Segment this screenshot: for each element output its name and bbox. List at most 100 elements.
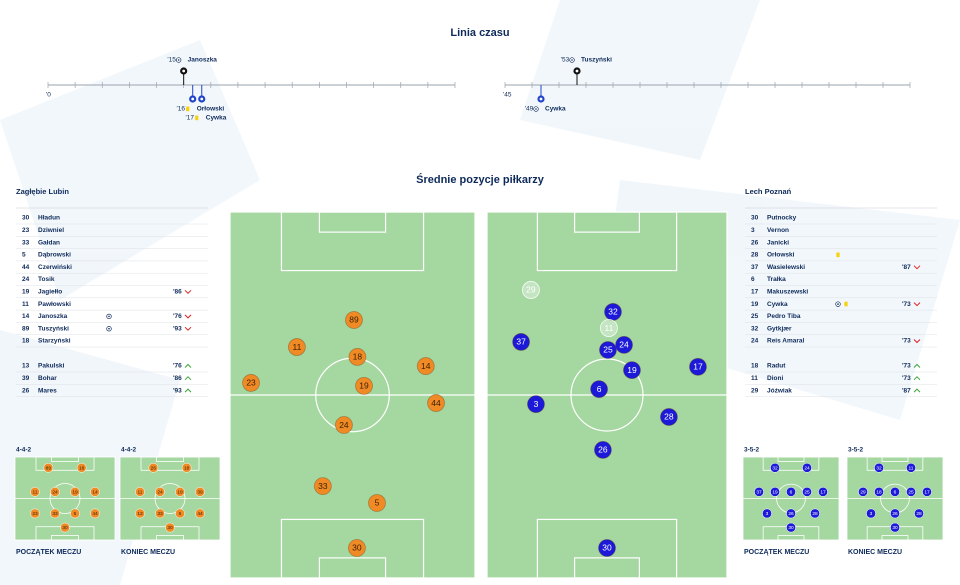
event-player: Cywka — [206, 115, 227, 122]
player-marker-number: 30 — [352, 543, 362, 553]
player-marker-number: 11 — [292, 342, 301, 352]
formation-player-number: 11 — [138, 489, 143, 495]
player-number: 26 — [22, 387, 30, 394]
formation-player — [181, 462, 192, 473]
formation-player — [914, 508, 924, 519]
formation-player-number: 5 — [74, 511, 77, 517]
timeline-title: Linia czasu — [450, 27, 509, 39]
formation-player — [818, 487, 828, 497]
formation-player-number: 6 — [790, 489, 793, 495]
formation-player — [890, 487, 900, 497]
formation-player — [50, 487, 60, 497]
pitch-box — [51, 456, 79, 462]
formation-player-number: 23 — [32, 511, 38, 517]
player-marker — [522, 281, 540, 299]
yellow-card-icon — [844, 301, 848, 307]
formation-player — [786, 487, 796, 497]
player-name: Janoszka — [38, 313, 68, 320]
player-marker-number: 25 — [603, 345, 613, 355]
player-marker-number: 33 — [318, 481, 328, 491]
player-marker-number: 28 — [664, 412, 674, 422]
player-marker-number: 23 — [246, 378, 256, 388]
goal-icon-dot — [837, 303, 839, 305]
pitch-box — [573, 557, 640, 579]
player-number: 23 — [22, 227, 30, 234]
formation-player-number: 19 — [72, 489, 78, 495]
sub-minute: '87 — [902, 264, 911, 271]
formation-player-number: 11 — [33, 489, 38, 495]
formation-player-number: 32 — [876, 465, 882, 471]
sub-minute: '86 — [173, 289, 182, 296]
formation-player — [906, 487, 916, 497]
player-number: 18 — [751, 363, 759, 370]
player-marker — [416, 357, 435, 375]
formation-player — [165, 522, 175, 533]
player-marker-number: 11 — [605, 323, 614, 333]
player-number: 11 — [751, 375, 758, 382]
formation-player — [60, 522, 70, 533]
sub-minute: '73 — [902, 301, 911, 308]
pitch-center-circle — [570, 358, 644, 432]
formation-player — [76, 462, 87, 473]
timeline-start-label: '0 — [46, 92, 51, 99]
formation-player — [874, 462, 884, 473]
player-marker-number: 44 — [431, 398, 441, 408]
team-name: Zagłębie Lubin — [16, 187, 69, 196]
formation-player-number: 29 — [860, 489, 866, 495]
player-number: 44 — [22, 264, 30, 271]
player-name: Wasielewski — [767, 264, 805, 271]
formation-player — [155, 508, 165, 519]
player-name: Gałdan — [38, 239, 60, 246]
pitch-box — [777, 456, 805, 462]
player-number: 25 — [751, 313, 759, 320]
sub-minute: '73 — [902, 338, 911, 345]
player-number: 30 — [751, 215, 759, 222]
player-name: Dziwniel — [38, 227, 64, 234]
player-name: Putnocky — [767, 215, 797, 222]
player-marker — [345, 311, 363, 329]
sub-minute: '93 — [173, 325, 182, 332]
formation-player-number: 26 — [892, 511, 898, 517]
player-number: 24 — [751, 338, 759, 345]
formation-caption: KONIEC MECZU — [848, 549, 902, 556]
formation-player-number: 28 — [916, 511, 922, 517]
goal-icon-dot — [108, 327, 110, 330]
formation-player — [858, 487, 868, 497]
player-marker-number: 5 — [375, 498, 380, 508]
event-pin-hole — [182, 69, 186, 73]
player-marker — [615, 335, 633, 354]
formation-player-number: 30 — [892, 525, 898, 531]
player-marker-number: 6 — [597, 384, 602, 394]
sub-out-arrow — [913, 339, 921, 344]
player-name: Jóźwiak — [767, 387, 792, 394]
player-name: Hładun — [38, 215, 60, 222]
player-number: 89 — [22, 325, 30, 332]
player-marker-number: 14 — [421, 361, 431, 371]
sub-out-arrow — [913, 265, 921, 270]
formation-player-number: 26 — [151, 465, 157, 471]
formation-player-number: 3 — [870, 511, 873, 517]
player-name: Makuszewski — [767, 289, 808, 296]
goal-icon-dot — [108, 315, 110, 318]
formation-player-number: 30 — [167, 525, 173, 531]
pitch-box — [51, 535, 79, 541]
sub-in-arrow — [913, 376, 921, 381]
event-minute: '53 — [561, 57, 570, 64]
formation-player-number: 26 — [788, 511, 794, 517]
player-number: 39 — [22, 375, 30, 382]
formation-player — [155, 487, 165, 497]
formation-player-number: 37 — [756, 489, 762, 495]
sub-out-arrow — [184, 326, 192, 331]
player-number: 14 — [22, 313, 30, 320]
player-number: 5 — [22, 252, 26, 259]
formation-player — [922, 487, 932, 497]
sub-minute: '93 — [173, 387, 182, 394]
formation-player — [43, 462, 54, 473]
formation-player-number: 17 — [820, 489, 826, 495]
player-name: Janicki — [767, 239, 789, 246]
formation-player-number: 25 — [804, 489, 810, 495]
player-marker-number: 30 — [602, 543, 612, 553]
player-marker-number: 3 — [534, 399, 539, 409]
player-name: Reis Amaral — [767, 338, 805, 345]
